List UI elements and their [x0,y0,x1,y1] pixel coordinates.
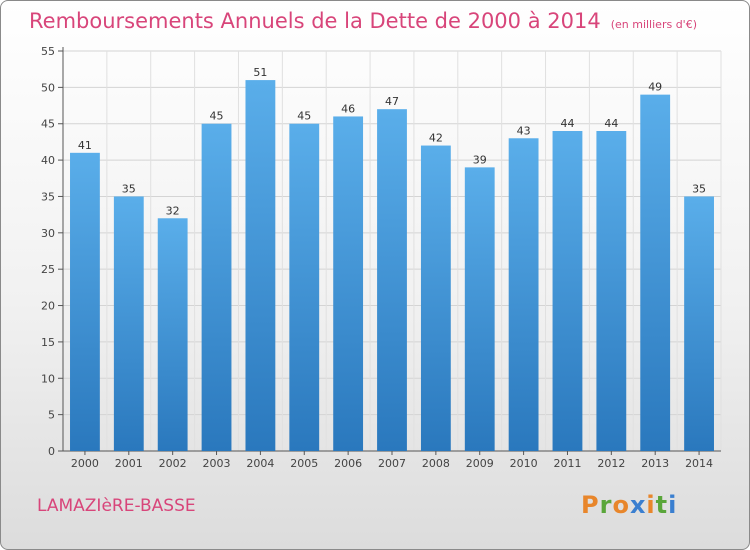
x-tick-label: 2011 [553,457,581,470]
data-label-2013: 49 [648,81,662,94]
proxiti-logo-letter: t [655,491,669,519]
data-label-2012: 44 [604,117,618,130]
data-label-2002: 32 [166,204,180,217]
y-tick-label: 15 [41,336,55,349]
bar-2002 [157,218,188,451]
proxiti-logo-letter: i [646,491,656,519]
bar-2007 [377,109,407,451]
y-tick-label: 55 [41,45,55,58]
x-tick-label: 2003 [203,457,231,470]
data-labels: 41 35 32 45 51 45 46 47 42 39 43 44 44 49 35 [78,66,706,217]
bar-2010 [508,138,539,452]
bar-2001 [113,196,144,451]
x-tick-label: 2007 [378,457,406,470]
x-tick-label: 2004 [246,457,274,470]
y-tick-label: 30 [41,227,55,240]
y-tick-label: 35 [41,190,55,203]
data-label-2003: 45 [210,110,224,123]
x-tick-label: 2000 [71,457,99,470]
y-tick-label: 10 [41,372,55,385]
bar-2003 [201,123,232,452]
x-tick-label: 2009 [466,457,494,470]
bar-2011 [552,131,583,451]
chart-title: Remboursements Annuels de la Dette de 20… [29,9,697,33]
x-tick-label: 2001 [115,457,143,470]
data-label-2000: 41 [78,139,92,152]
x-tick-label: 2010 [510,457,538,470]
data-label-2010: 43 [517,124,531,137]
y-tick-label: 0 [48,445,55,458]
data-label-2004: 51 [253,66,267,79]
proxiti-logo-letter: r [599,491,613,519]
x-tick-label: 2002 [159,457,187,470]
chart-unit: (en milliers d'€) [610,18,697,31]
y-tick-label: 40 [41,154,55,167]
bar-2012 [596,131,627,451]
x-tick-label: 2006 [334,457,362,470]
y-tick-label: 25 [41,263,55,276]
data-label-2008: 42 [429,132,443,145]
proxiti-logo-letter: i [668,491,678,519]
bar-2008 [420,145,451,451]
data-label-2009: 39 [473,153,487,166]
bars [70,80,714,452]
proxiti-logo: Proxiti [581,491,677,519]
data-label-2006: 46 [341,102,355,115]
x-tick-label: 2013 [641,457,669,470]
x-tick-label: 2005 [290,457,318,470]
proxiti-logo-letter: P [581,491,600,519]
bar-2009 [464,167,495,451]
bar-2000 [70,152,100,451]
axes: 0 5 10 15 20 25 30 35 40 45 50 55 2000 2001 2002 2003 20… [41,45,721,470]
data-label-2005: 45 [297,110,311,123]
commune-name: LAMAZIèRE-BASSE [37,496,196,516]
data-label-2014: 35 [692,182,706,195]
y-tick-label: 50 [41,81,55,94]
bar-2014 [684,196,714,451]
y-tick-label: 5 [48,409,55,422]
bar-2006 [333,116,364,452]
data-label-2011: 44 [560,117,574,130]
x-tick-label: 2008 [422,457,450,470]
bar-2004 [245,80,276,451]
data-label-2001: 35 [122,182,136,195]
bar-2013 [640,94,671,452]
y-tick-label: 20 [41,300,55,313]
chart-title-text: Remboursements Annuels de la Dette de 20… [29,9,601,33]
x-tick-label: 2014 [685,457,713,470]
proxiti-logo-letter: o [612,491,630,519]
x-tick-label: 2012 [597,457,625,470]
bar-2005 [289,123,320,452]
y-tick-label: 45 [41,118,55,131]
proxiti-logo-letter: x [629,491,647,519]
data-label-2007: 47 [385,95,399,108]
